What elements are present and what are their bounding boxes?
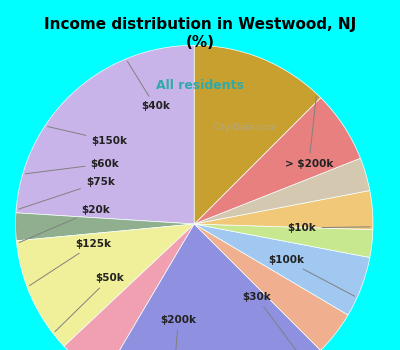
- Text: $100k: $100k: [268, 255, 355, 296]
- Text: City-Data.com: City-Data.com: [212, 123, 277, 132]
- Text: Income distribution in Westwood, NJ
(%): Income distribution in Westwood, NJ (%): [44, 18, 356, 50]
- Text: All residents: All residents: [156, 79, 244, 92]
- Wedge shape: [194, 158, 370, 224]
- Text: $60k: $60k: [26, 159, 119, 174]
- Text: $150k: $150k: [48, 126, 128, 146]
- Text: $40k: $40k: [127, 61, 170, 111]
- Text: $125k: $125k: [30, 239, 112, 286]
- Text: $20k: $20k: [19, 204, 110, 243]
- Wedge shape: [16, 45, 194, 224]
- Text: $200k: $200k: [160, 315, 196, 350]
- Wedge shape: [194, 190, 373, 230]
- Wedge shape: [194, 224, 373, 258]
- Wedge shape: [194, 224, 348, 350]
- Wedge shape: [64, 224, 194, 350]
- Text: $30k: $30k: [242, 292, 304, 350]
- Wedge shape: [103, 224, 321, 350]
- Wedge shape: [194, 224, 370, 315]
- Wedge shape: [16, 213, 194, 241]
- Wedge shape: [194, 45, 321, 224]
- Text: > $200k: > $200k: [285, 97, 333, 169]
- Text: $50k: $50k: [55, 273, 124, 331]
- Wedge shape: [194, 98, 360, 224]
- Text: $10k: $10k: [288, 223, 370, 233]
- Wedge shape: [16, 224, 194, 346]
- Text: $75k: $75k: [19, 177, 115, 209]
